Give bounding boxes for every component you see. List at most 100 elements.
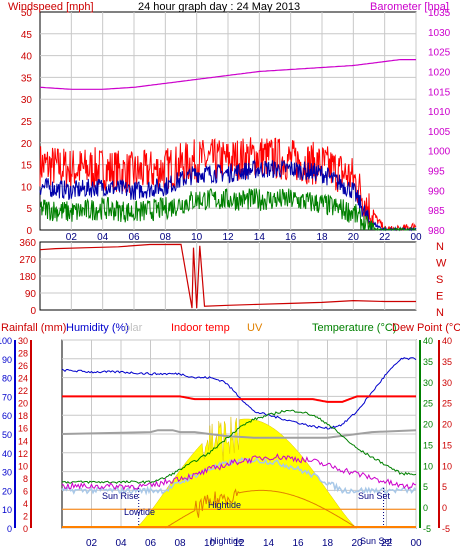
rainfall-tick-label: 10 bbox=[18, 461, 28, 471]
dewpoint-tick-label: 10 bbox=[442, 461, 452, 471]
x-tick-label-top: 08 bbox=[160, 232, 172, 243]
barometer-tick-label: 990 bbox=[428, 186, 445, 197]
uv-line bbox=[165, 488, 358, 529]
windspeed-tick-label: 5 bbox=[26, 204, 32, 215]
temperature-tick-label: -5 bbox=[423, 524, 431, 534]
humidity-tick-label: 30 bbox=[2, 468, 12, 478]
barometer-tick-label: 1035 bbox=[428, 8, 451, 19]
rainfall-tick-label: 6 bbox=[23, 486, 28, 496]
humidity-axis-bar bbox=[14, 340, 16, 528]
temperature-tick-label: 10 bbox=[423, 461, 433, 471]
indoor-temp-line bbox=[62, 395, 416, 403]
dewpoint-tick-label: 30 bbox=[442, 378, 452, 388]
temperature-tick-label: 30 bbox=[423, 378, 433, 388]
x-tick-label-bottom: 12 bbox=[233, 538, 245, 549]
x-tick-label-top: 22 bbox=[379, 232, 391, 243]
x-tick-label-top: 00 bbox=[410, 232, 422, 243]
dewpoint-tick-label: 20 bbox=[442, 420, 452, 430]
x-tick-label-top: 12 bbox=[222, 232, 234, 243]
direction-tick-label: 0 bbox=[30, 306, 36, 317]
windspeed-tick-label: 25 bbox=[21, 117, 33, 128]
x-tick-label-bottom: 00 bbox=[410, 538, 422, 549]
rainfall-tick-label: 8 bbox=[23, 474, 28, 484]
panel3-axes: 1009080706050403020100302826242220181614… bbox=[0, 336, 452, 534]
humidity-tick-label: 80 bbox=[2, 374, 12, 384]
direction-tick-label: 90 bbox=[25, 289, 37, 300]
compass-label: E bbox=[436, 291, 443, 303]
indoor-temp-label: Indoor temp bbox=[171, 322, 230, 334]
temperature-tick-label: 5 bbox=[423, 482, 428, 492]
rainfall-tick-label: 2 bbox=[23, 511, 28, 521]
temperature-tick-label: 0 bbox=[423, 503, 428, 513]
barometer-tick-label: 995 bbox=[428, 167, 445, 178]
x-tick-label-top: 16 bbox=[285, 232, 297, 243]
x-tick-label-bottom: 14 bbox=[263, 538, 275, 549]
temperature-axis-bar bbox=[419, 340, 421, 528]
temperature-line bbox=[61, 409, 417, 485]
x-tick-label-top: 04 bbox=[97, 232, 109, 243]
hightide-axis-annotation: Hightide bbox=[210, 536, 243, 546]
panel3-series bbox=[61, 357, 417, 529]
dewpoint-tick-label: 35 bbox=[442, 357, 452, 367]
windspeed-tick-label: 50 bbox=[21, 8, 33, 19]
direction-axis: 360 270 180 90 0 bbox=[19, 238, 36, 317]
rainfall-tick-label: 14 bbox=[18, 436, 28, 446]
panel2-grid bbox=[40, 242, 417, 310]
rainfall-tick-label: 16 bbox=[18, 424, 28, 434]
barometer-tick-label: 985 bbox=[428, 206, 445, 217]
solar-reference-line bbox=[61, 429, 417, 439]
compass-label: N bbox=[436, 307, 444, 319]
uv-label: UV bbox=[247, 322, 263, 334]
windspeed-low-line bbox=[39, 188, 417, 232]
x-tick-label-top: 14 bbox=[254, 232, 266, 243]
rainfall-tick-label: 4 bbox=[23, 499, 28, 509]
dewpoint-tick-label: 25 bbox=[442, 399, 452, 409]
rainfall-tick-label: 30 bbox=[18, 336, 28, 346]
wind-direction-line bbox=[39, 243, 416, 309]
dewpoint-tick-label: 40 bbox=[442, 336, 452, 346]
direction-tick-label: 360 bbox=[19, 238, 36, 249]
x-tick-label-bottom: 18 bbox=[322, 538, 334, 549]
direction-tick-label: 270 bbox=[19, 255, 36, 266]
temperature-label: Temperature (°C) bbox=[312, 322, 396, 334]
temperature-tick-label: 40 bbox=[423, 336, 433, 346]
compass-label: S bbox=[436, 274, 443, 286]
panel1-series bbox=[39, 59, 417, 232]
compass-label: W bbox=[436, 258, 447, 270]
panel-temperature-humidity: 1009080706050403020100302826242220181614… bbox=[0, 322, 460, 546]
barometer-tick-label: 1025 bbox=[428, 48, 451, 59]
x-tick-label-top: 10 bbox=[191, 232, 203, 243]
barometer-line bbox=[39, 59, 416, 90]
x-tick-label-bottom: 06 bbox=[145, 538, 157, 549]
temperature-tick-label: 35 bbox=[423, 357, 433, 367]
dewpoint-tick-label: 15 bbox=[442, 440, 452, 450]
x-tick-label-top: 20 bbox=[348, 232, 360, 243]
compass-label: N bbox=[436, 241, 444, 253]
dewpoint-line bbox=[61, 453, 417, 491]
solar-secondary-line bbox=[61, 456, 417, 496]
x-tick-label-top: 06 bbox=[128, 232, 140, 243]
x-axis-labels-top: 02 04 06 08 10 12 14 16 18 20 22 00 bbox=[66, 232, 422, 243]
windspeed-tick-label: 0 bbox=[26, 226, 32, 237]
x-tick-label-bottom: 08 bbox=[174, 538, 186, 549]
solar-label: olar bbox=[124, 322, 143, 334]
barometer-axis-label: Barometer [hpa] bbox=[370, 1, 449, 13]
windspeed-tick-label: 35 bbox=[21, 73, 33, 84]
rainfall-tick-label: 18 bbox=[18, 411, 28, 421]
sunrise-annotation: Sun Rise bbox=[102, 491, 139, 501]
humidity-tick-label: 100 bbox=[0, 336, 12, 346]
rainfall-tick-label: 24 bbox=[18, 374, 28, 384]
rainfall-label: Rainfall (mm) bbox=[1, 322, 66, 334]
x-tick-label-bottom: 04 bbox=[115, 538, 127, 549]
windspeed-tick-label: 15 bbox=[21, 161, 33, 172]
barometer-tick-label: 980 bbox=[428, 226, 445, 237]
direction-tick-label: 180 bbox=[19, 272, 36, 283]
temperature-tick-label: 20 bbox=[423, 420, 433, 430]
humidity-tick-label: 10 bbox=[2, 505, 12, 515]
humidity-tick-label: 70 bbox=[2, 392, 12, 402]
temperature-tick-label: 15 bbox=[423, 440, 433, 450]
rainfall-tick-label: 22 bbox=[18, 386, 28, 396]
